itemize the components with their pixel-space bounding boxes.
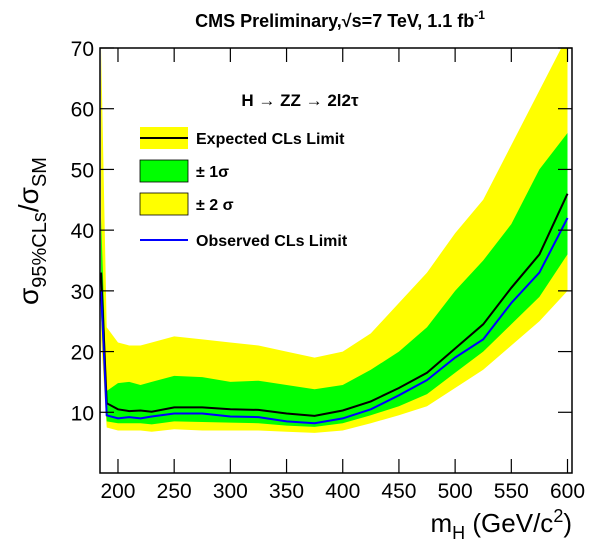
x-tick-label: 300 [213,480,248,503]
x-label-part: ) [563,508,572,538]
y-tick-label: 40 [71,220,94,243]
legend-label: Expected CLs Limit [196,131,345,148]
x-tick-label: 600 [550,480,585,503]
line [100,217,569,425]
y-label-sub: SM [29,157,51,187]
y-tick-label: 50 [71,159,94,182]
x-axis-label: mH (GeV/c2) [431,506,573,543]
legend-label: ± 2 σ [196,197,234,214]
y-label-sub: 95%CLs [29,212,51,288]
x-label-part: m [431,508,453,538]
legend-label: ± 1σ [196,164,229,181]
y-tick-label: 30 [71,281,94,304]
chart-title: CMS Preliminary,√s=7 TeV, 1.1 fb-1 [195,8,485,31]
legend-label: Observed CLs Limit [196,233,348,250]
x-tick-label: 250 [157,480,192,503]
x-tick-label: 400 [325,480,360,503]
y-label-part: σ [13,288,44,305]
x-tick-label: 200 [100,480,135,503]
annotation: H → ZZ → 2l2τ [241,91,359,110]
y-tick-label: 60 [71,99,94,122]
plot-area [100,48,569,433]
x-tick-label: 350 [269,480,304,503]
x-tick-label: 500 [438,480,473,503]
title-text: CMS Preliminary,√s=7 TeV, 1.1 fb [195,11,474,31]
legend-swatch [139,192,189,216]
x-label-sub: H [452,523,465,543]
legend-swatch [139,159,189,183]
y-tick-label: 10 [71,402,94,425]
y-tick-label: 20 [71,342,94,365]
title-superscript: -1 [474,8,485,22]
y-label-part: /σ [13,187,44,212]
y-axis-label: σ95%CLs/σSM [13,157,51,305]
x-label-part: (GeV/c [465,508,553,538]
plot-frame [99,47,573,474]
x-label-sup: 2 [553,506,563,526]
y-tick-label: 70 [71,38,94,61]
line [100,193,569,417]
x-tick-label: 450 [381,480,416,503]
x-tick-label: 550 [494,480,529,503]
